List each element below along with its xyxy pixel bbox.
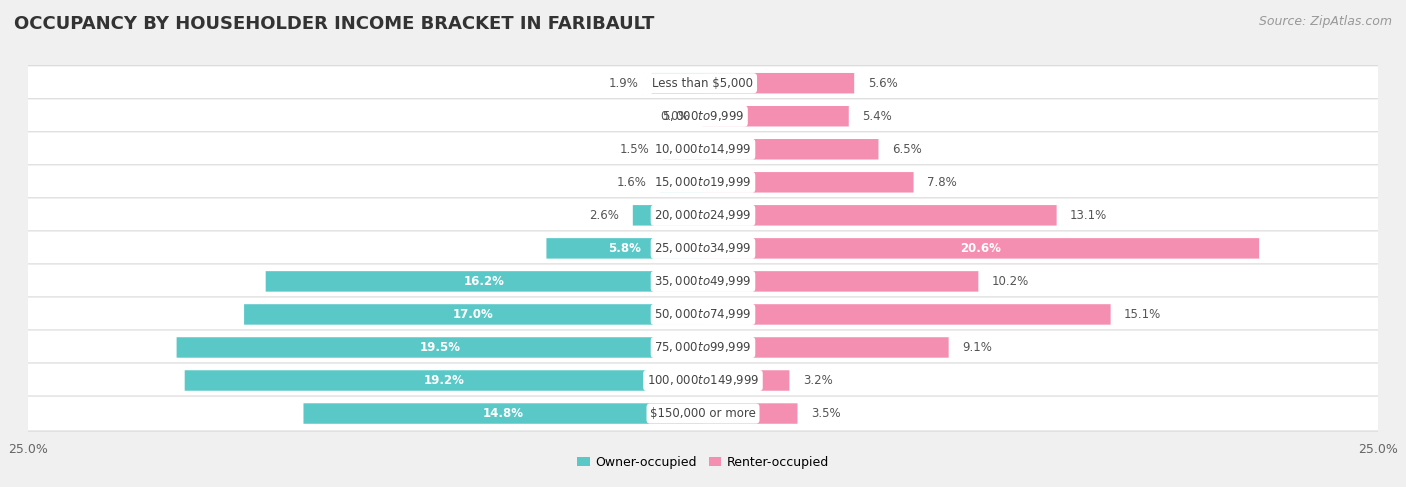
Legend: Owner-occupied, Renter-occupied: Owner-occupied, Renter-occupied (572, 451, 834, 474)
Text: $35,000 to $49,999: $35,000 to $49,999 (654, 274, 752, 288)
Text: 17.0%: 17.0% (453, 308, 494, 321)
FancyBboxPatch shape (304, 403, 703, 424)
Text: 13.1%: 13.1% (1070, 209, 1108, 222)
Text: 7.8%: 7.8% (927, 176, 957, 189)
Text: $20,000 to $24,999: $20,000 to $24,999 (654, 208, 752, 223)
FancyBboxPatch shape (662, 139, 703, 160)
FancyBboxPatch shape (13, 396, 1393, 431)
FancyBboxPatch shape (659, 172, 703, 192)
Text: 1.5%: 1.5% (619, 143, 650, 156)
Text: $100,000 to $149,999: $100,000 to $149,999 (647, 374, 759, 388)
FancyBboxPatch shape (13, 99, 1393, 134)
Text: 0.0%: 0.0% (659, 110, 689, 123)
Text: 10.2%: 10.2% (991, 275, 1029, 288)
FancyBboxPatch shape (703, 73, 855, 94)
Text: Less than $5,000: Less than $5,000 (652, 77, 754, 90)
Text: 2.6%: 2.6% (589, 209, 619, 222)
Text: 1.9%: 1.9% (609, 77, 638, 90)
Text: 3.2%: 3.2% (803, 374, 832, 387)
FancyBboxPatch shape (13, 198, 1393, 233)
FancyBboxPatch shape (703, 106, 849, 127)
FancyBboxPatch shape (13, 363, 1393, 398)
FancyBboxPatch shape (13, 297, 1393, 332)
FancyBboxPatch shape (13, 330, 1393, 365)
FancyBboxPatch shape (245, 304, 703, 325)
FancyBboxPatch shape (652, 73, 703, 94)
Text: Source: ZipAtlas.com: Source: ZipAtlas.com (1258, 15, 1392, 28)
Text: 3.5%: 3.5% (811, 407, 841, 420)
FancyBboxPatch shape (13, 132, 1393, 167)
FancyBboxPatch shape (703, 271, 979, 292)
FancyBboxPatch shape (703, 337, 949, 358)
Text: $25,000 to $34,999: $25,000 to $34,999 (654, 242, 752, 255)
Text: 5.8%: 5.8% (609, 242, 641, 255)
Text: $10,000 to $14,999: $10,000 to $14,999 (654, 142, 752, 156)
Text: $50,000 to $74,999: $50,000 to $74,999 (654, 307, 752, 321)
Text: 20.6%: 20.6% (960, 242, 1001, 255)
FancyBboxPatch shape (703, 238, 1260, 259)
FancyBboxPatch shape (703, 205, 1057, 225)
FancyBboxPatch shape (703, 403, 797, 424)
FancyBboxPatch shape (13, 66, 1393, 101)
Text: $15,000 to $19,999: $15,000 to $19,999 (654, 175, 752, 189)
FancyBboxPatch shape (703, 370, 789, 391)
Text: 14.8%: 14.8% (482, 407, 524, 420)
FancyBboxPatch shape (633, 205, 703, 225)
Text: 19.2%: 19.2% (423, 374, 464, 387)
Text: 9.1%: 9.1% (962, 341, 993, 354)
FancyBboxPatch shape (266, 271, 703, 292)
Text: 5.4%: 5.4% (862, 110, 891, 123)
Text: $75,000 to $99,999: $75,000 to $99,999 (654, 340, 752, 355)
Text: 6.5%: 6.5% (891, 143, 922, 156)
Text: $150,000 or more: $150,000 or more (650, 407, 756, 420)
FancyBboxPatch shape (13, 264, 1393, 299)
Text: 1.6%: 1.6% (616, 176, 647, 189)
Text: OCCUPANCY BY HOUSEHOLDER INCOME BRACKET IN FARIBAULT: OCCUPANCY BY HOUSEHOLDER INCOME BRACKET … (14, 15, 654, 33)
FancyBboxPatch shape (184, 370, 703, 391)
Text: 5.6%: 5.6% (868, 77, 897, 90)
FancyBboxPatch shape (177, 337, 703, 358)
FancyBboxPatch shape (547, 238, 703, 259)
FancyBboxPatch shape (703, 304, 1111, 325)
Text: 15.1%: 15.1% (1125, 308, 1161, 321)
FancyBboxPatch shape (13, 165, 1393, 200)
FancyBboxPatch shape (703, 172, 914, 192)
Text: 16.2%: 16.2% (464, 275, 505, 288)
FancyBboxPatch shape (13, 231, 1393, 266)
FancyBboxPatch shape (703, 139, 879, 160)
Text: 19.5%: 19.5% (419, 341, 460, 354)
Text: $5,000 to $9,999: $5,000 to $9,999 (662, 109, 744, 123)
